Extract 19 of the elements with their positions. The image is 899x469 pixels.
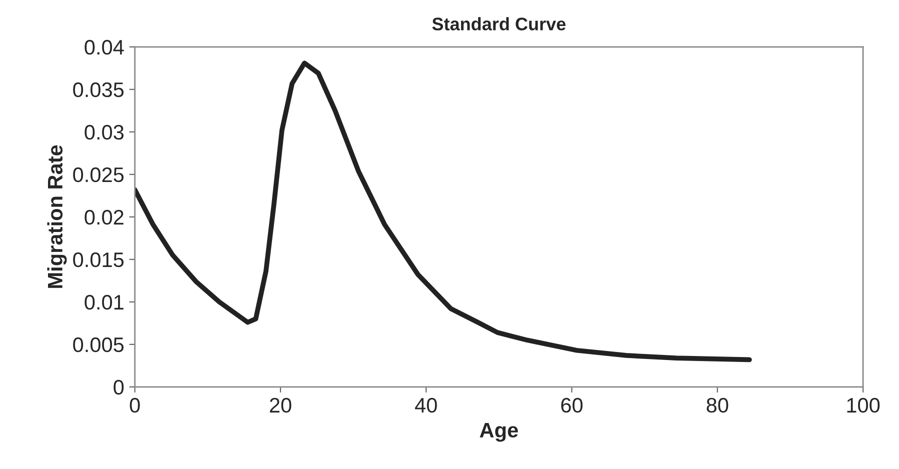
y-tick-label: 0.02: [84, 210, 124, 225]
y-tick-label: 0.03: [84, 124, 124, 140]
x-axis-title: Age: [480, 422, 518, 442]
x-tick-label: 40: [415, 398, 437, 413]
y-axis-title: Migration Rate: [47, 145, 67, 288]
y-tick-label: 0.025: [73, 167, 124, 182]
x-tick-label: 0: [130, 398, 140, 413]
y-tick-label: 0.005: [73, 337, 124, 352]
x-tick-label: 100: [847, 398, 880, 413]
x-tick-label: 20: [270, 398, 292, 413]
chart-title: Standard Curve: [432, 17, 566, 30]
y-tick-label: 0.04: [84, 40, 124, 55]
line-series: [134, 60, 752, 362]
x-tick-label: 80: [706, 398, 728, 413]
y-tick-label: 0: [114, 380, 124, 395]
x-tick-label: 60: [561, 398, 583, 413]
y-tick-label: 0.035: [73, 82, 124, 98]
y-tick-label: 0.01: [84, 294, 124, 310]
y-tick-label: 0.015: [73, 252, 124, 268]
